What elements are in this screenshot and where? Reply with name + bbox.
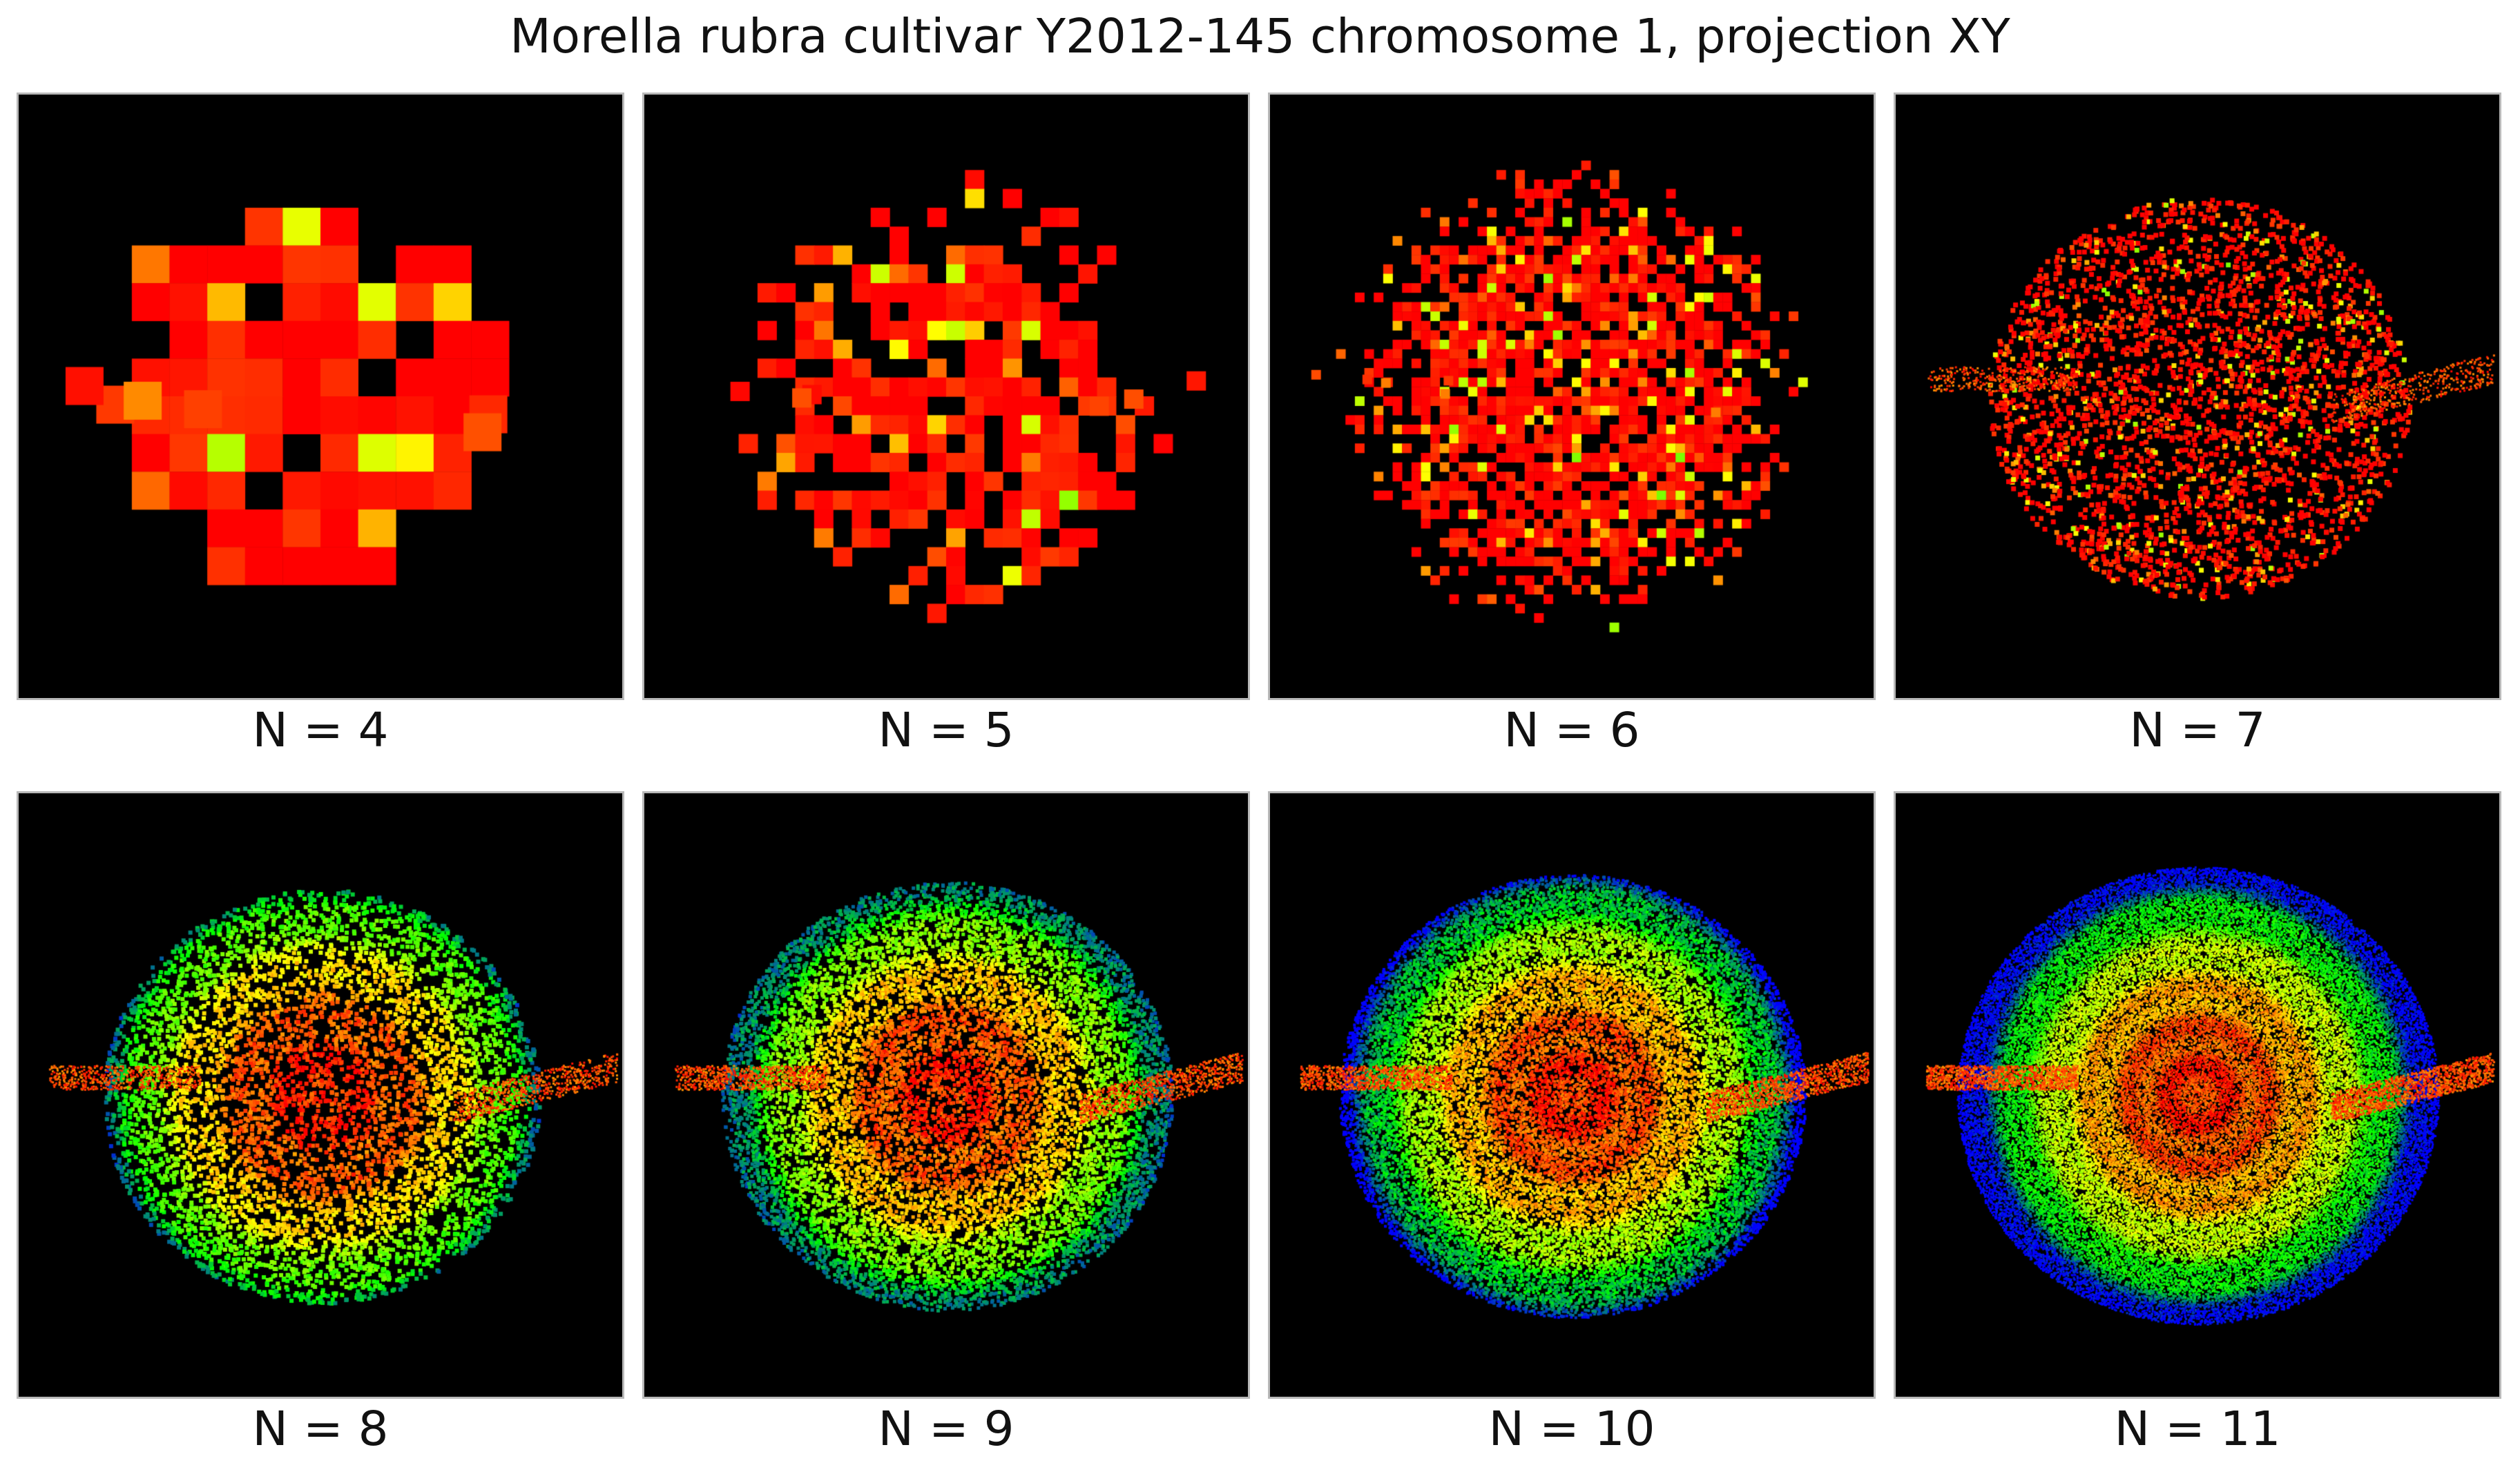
density-plot-n8 [19,793,622,1397]
density-plot-n10 [1270,793,1874,1397]
density-plot-n4 [19,95,622,698]
figure-title: Morella rubra cultivar Y2012-145 chromos… [510,9,2010,64]
panel-n11 [1894,791,2501,1399]
panel-label-n7: N = 7 [2129,703,2266,758]
panel-n5 [642,93,1250,700]
panel-n6 [1268,93,1876,700]
panel-label-n10: N = 10 [1488,1402,1655,1457]
panel-label-n8: N = 8 [252,1402,389,1457]
density-plot-n9 [644,793,1248,1397]
panel-label-n9: N = 9 [878,1402,1014,1457]
panel-n7 [1894,93,2501,700]
panel-label-n11: N = 11 [2114,1402,2281,1457]
panel-n10 [1268,791,1876,1399]
panel-label-n6: N = 6 [1503,703,1640,758]
density-plot-n7 [1896,95,2499,698]
density-plot-n6 [1270,95,1874,698]
density-plot-n11 [1896,793,2499,1397]
panel-n8 [17,791,624,1399]
panel-n9 [642,791,1250,1399]
panel-label-n5: N = 5 [878,703,1014,758]
panel-label-n4: N = 4 [252,703,389,758]
density-plot-n5 [644,95,1248,698]
panel-n4 [17,93,624,700]
